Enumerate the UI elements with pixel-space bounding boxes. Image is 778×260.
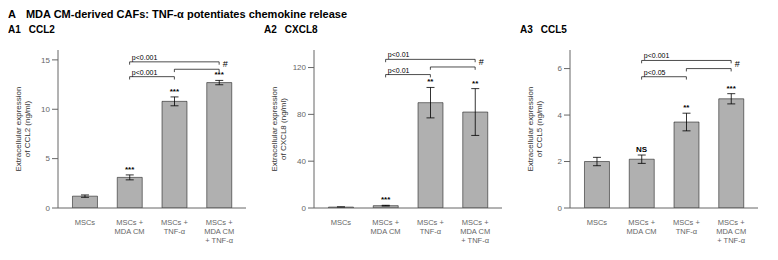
svg-text:0: 0 bbox=[302, 204, 307, 213]
html-text:CCL2: CCL2 bbox=[28, 24, 55, 35]
svg-text:p<0.01: p<0.01 bbox=[388, 67, 410, 75]
svg-text:MSCs +MDA CM: MSCs +MDA CM bbox=[627, 218, 657, 236]
svg-text:10: 10 bbox=[41, 105, 50, 114]
svg-text:p<0.001: p<0.001 bbox=[644, 52, 670, 60]
svg-text:MSCs +MDA CM+ TNF-α: MSCs +MDA CM+ TNF-α bbox=[716, 218, 746, 245]
html-text:A3: A3 bbox=[520, 24, 533, 35]
html-text:CXCL8: CXCL8 bbox=[284, 24, 318, 35]
svg-text:p<0.05: p<0.05 bbox=[644, 69, 666, 77]
svg-text:MSCs +TNF-α: MSCs +TNF-α bbox=[673, 218, 701, 236]
svg-text:#: # bbox=[223, 59, 228, 69]
svg-text:MSCs +MDA CM+ TNF-α: MSCs +MDA CM+ TNF-α bbox=[204, 218, 234, 245]
svg-text:NS: NS bbox=[636, 145, 648, 154]
svg-text:0: 0 bbox=[46, 204, 51, 213]
svg-text:***: *** bbox=[125, 165, 135, 174]
svg-text:#: # bbox=[479, 57, 484, 67]
svg-text:MSCs +MDA CM+ TNF-α: MSCs +MDA CM+ TNF-α bbox=[460, 218, 490, 245]
svg-text:4: 4 bbox=[558, 111, 563, 120]
svg-text:MSCs: MSCs bbox=[587, 218, 608, 227]
svg-text:MSCs +TNF-α: MSCs +TNF-α bbox=[417, 218, 445, 236]
svg-text:p<0.01: p<0.01 bbox=[388, 51, 410, 59]
html-text:A1: A1 bbox=[8, 24, 21, 35]
svg-text:***: *** bbox=[381, 195, 391, 204]
svg-text:**: ** bbox=[472, 79, 479, 88]
svg-text:40: 40 bbox=[297, 157, 306, 166]
svg-text:Extracellular expressionof CCL: Extracellular expressionof CCL2 (ng/ml) bbox=[14, 87, 32, 172]
svg-text:p<0.001: p<0.001 bbox=[132, 54, 158, 62]
html-text:A2: A2 bbox=[264, 24, 277, 35]
svg-text:#: # bbox=[735, 59, 740, 69]
html-text:MDA CM-derived CAFs: TNF-α pot: MDA CM-derived CAFs: TNF-α potentiates c… bbox=[26, 8, 348, 20]
svg-text:***: *** bbox=[726, 84, 736, 93]
svg-text:15: 15 bbox=[41, 56, 50, 65]
svg-text:MSCs +MDA CM: MSCs +MDA CM bbox=[371, 218, 401, 236]
svg-text:120: 120 bbox=[293, 63, 307, 72]
svg-text:MSCs +MDA CM: MSCs +MDA CM bbox=[115, 218, 145, 236]
svg-text:5: 5 bbox=[46, 154, 51, 163]
svg-text:MSCs: MSCs bbox=[75, 218, 96, 227]
svg-text:80: 80 bbox=[297, 110, 306, 119]
svg-text:MSCs: MSCs bbox=[331, 218, 352, 227]
svg-text:***: *** bbox=[214, 70, 224, 79]
svg-text:6: 6 bbox=[558, 64, 563, 73]
svg-text:MSCs +TNF-α: MSCs +TNF-α bbox=[161, 218, 189, 236]
svg-text:p<0.001: p<0.001 bbox=[132, 69, 158, 77]
html-text:A: A bbox=[8, 8, 16, 20]
svg-text:0: 0 bbox=[558, 204, 563, 213]
svg-text:***: *** bbox=[170, 87, 180, 96]
svg-text:**: ** bbox=[683, 103, 690, 112]
html-text:CCL5: CCL5 bbox=[540, 24, 567, 35]
svg-text:Extracellular expressionof CXC: Extracellular expressionof CXCL8 (ng/ml) bbox=[270, 87, 288, 172]
svg-text:2: 2 bbox=[558, 157, 563, 166]
svg-text:**: ** bbox=[427, 77, 434, 86]
svg-text:Extracellular expressionof CCL: Extracellular expressionof CCL5 (ng/ml) bbox=[526, 87, 544, 172]
